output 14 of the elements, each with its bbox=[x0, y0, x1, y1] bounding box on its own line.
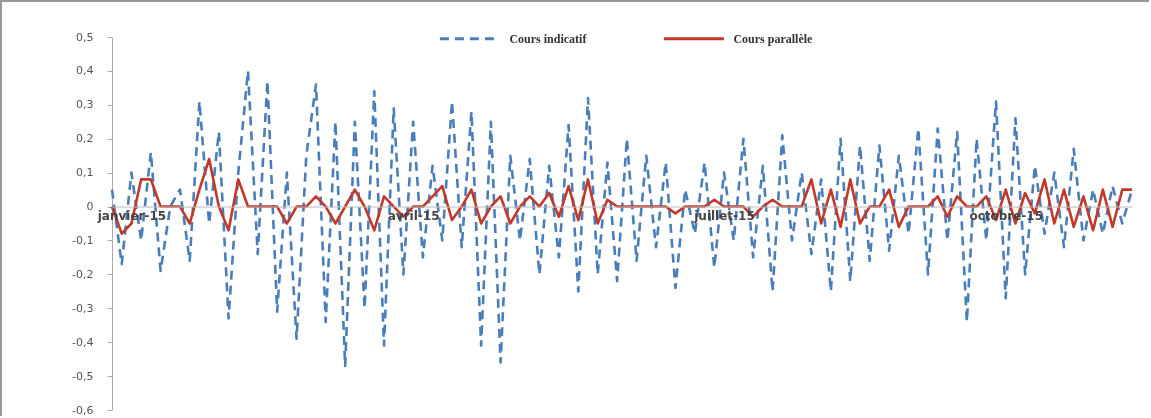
y-tick-label: 0,5 bbox=[76, 30, 94, 44]
y-tick-label: -0,1 bbox=[72, 233, 94, 247]
y-tick-label: 0,2 bbox=[76, 132, 94, 146]
y-tick-label: 0,1 bbox=[76, 166, 94, 180]
y-tick-label: -0,6 bbox=[72, 403, 94, 417]
y-tick-label: 0,3 bbox=[76, 98, 94, 112]
y-tick-label: -0,2 bbox=[72, 267, 94, 281]
legend-label: Cours indicatif bbox=[509, 31, 588, 46]
y-tick-label: -0,4 bbox=[72, 335, 94, 349]
y-tick-label: 0,4 bbox=[76, 64, 94, 78]
y-tick-label: -0,3 bbox=[72, 301, 94, 315]
y-tick-label: 0 bbox=[86, 200, 94, 214]
y-tick-label: -0,5 bbox=[72, 369, 94, 383]
legend-label: Cours parallèle bbox=[733, 31, 814, 46]
